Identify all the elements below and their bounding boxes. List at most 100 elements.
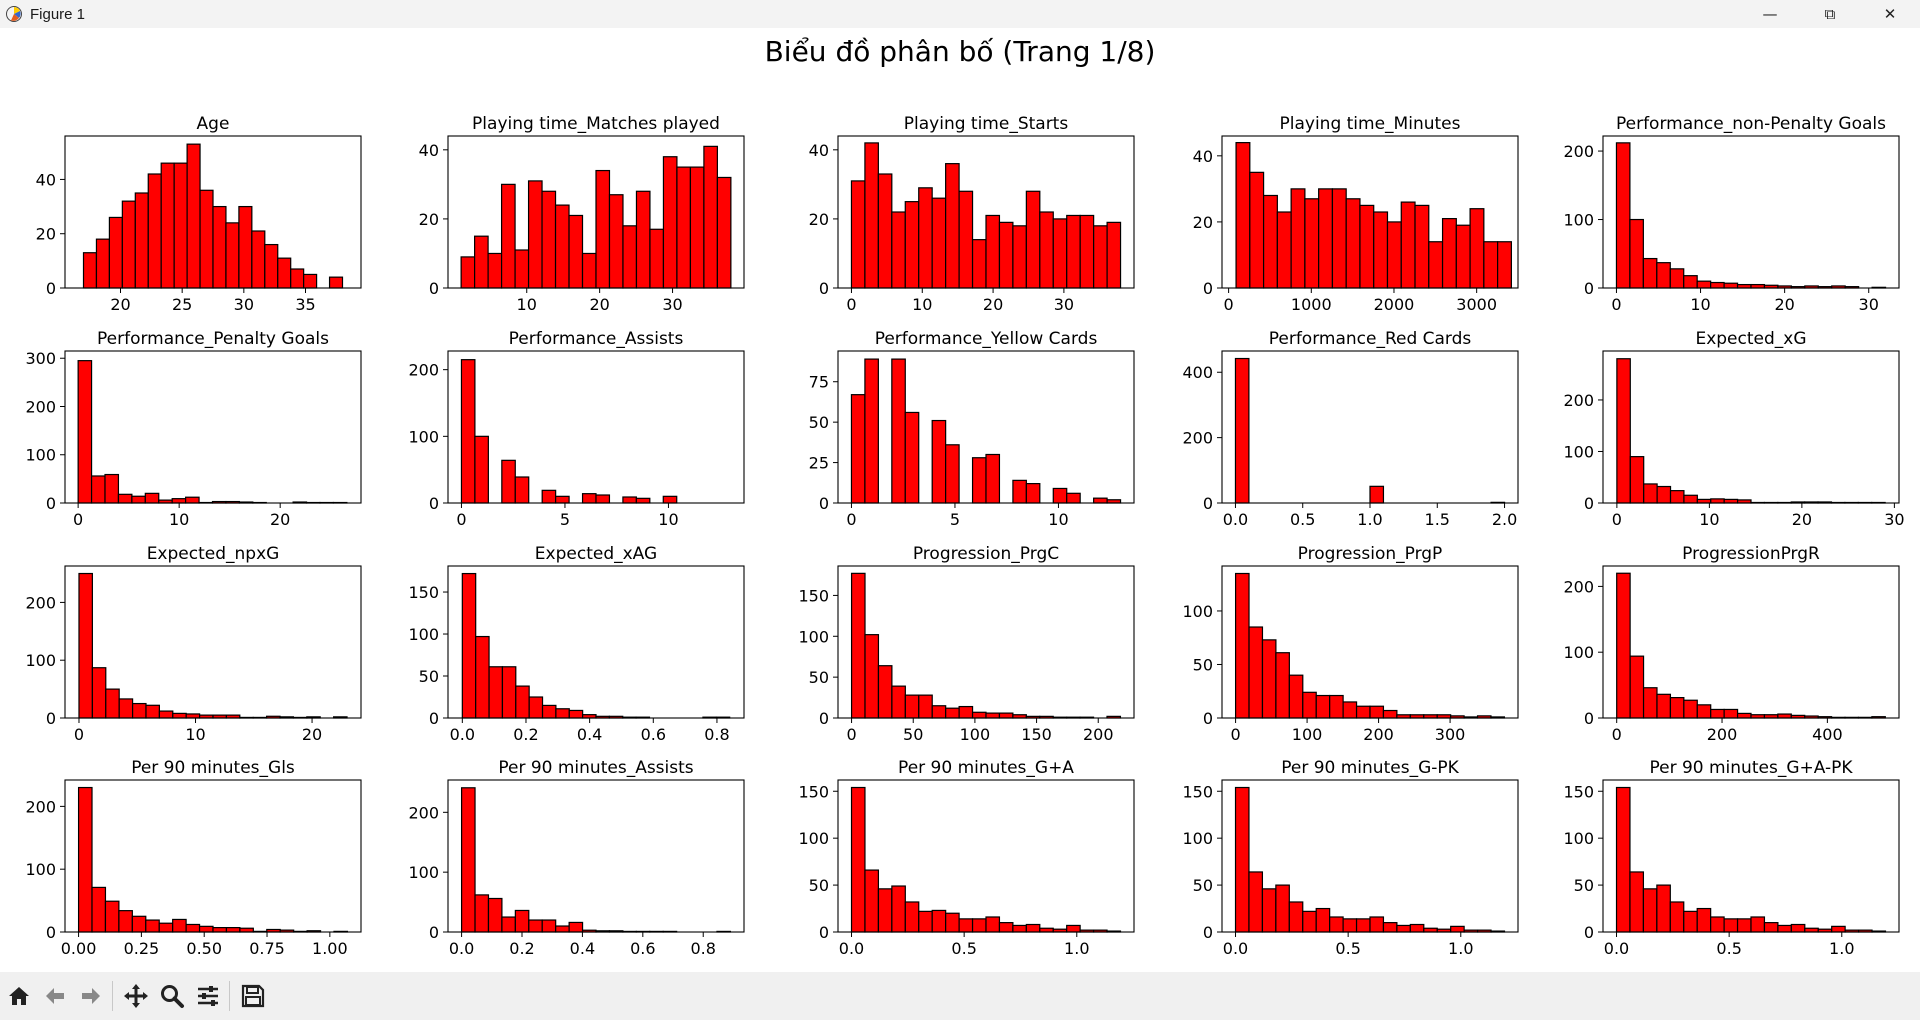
y-tick-label: 40 xyxy=(419,141,439,160)
x-tick-label: 20 xyxy=(589,295,609,314)
subplot-title: Per 90 minutes_G-PK xyxy=(1281,758,1459,778)
axes-frame xyxy=(447,779,745,933)
histogram-bar xyxy=(1025,482,1041,504)
histogram-bar xyxy=(904,694,920,719)
histogram-bar xyxy=(635,497,651,504)
histogram-bar xyxy=(1052,487,1068,504)
x-tick-label: 0.0 xyxy=(1223,510,1248,529)
figure-suptitle: Biểu đồ phân bố (Trang 1/8) xyxy=(765,35,1156,68)
histogram-bar xyxy=(1052,218,1068,289)
x-tick-label: 10 xyxy=(185,725,205,744)
histogram-bar xyxy=(1342,701,1358,719)
home-icon xyxy=(9,987,29,1005)
forward-button[interactable] xyxy=(74,979,108,1013)
subplot-title: Expected_npxG xyxy=(147,544,280,564)
histogram-bar xyxy=(555,495,570,504)
close-button[interactable]: ✕ xyxy=(1883,5,1897,23)
x-tick-label: 30 xyxy=(234,295,254,314)
axes-frame xyxy=(1221,135,1519,289)
histogram-bar xyxy=(1039,211,1054,289)
home-button[interactable] xyxy=(2,979,36,1013)
axes-frame xyxy=(1221,779,1519,933)
histogram-bar xyxy=(662,156,678,289)
maximize-button[interactable]: ⧉ xyxy=(1824,5,1836,23)
histogram-bar xyxy=(1629,456,1645,504)
histogram-bar xyxy=(1723,708,1739,719)
histogram-bar xyxy=(225,222,240,289)
x-tick-label: 30 xyxy=(1884,510,1904,529)
histogram-bar xyxy=(541,190,557,289)
y-tick-label: 0 xyxy=(429,279,439,298)
histogram-bar xyxy=(1288,674,1304,719)
minimize-button[interactable]: — xyxy=(1762,5,1778,23)
histogram-bar xyxy=(212,927,228,933)
histogram-bar xyxy=(1382,922,1398,933)
histogram-bar xyxy=(1669,268,1685,289)
histogram-bar xyxy=(134,192,149,289)
histogram-bar xyxy=(501,666,517,719)
x-tick-label: 0 xyxy=(1230,725,1240,744)
configure-subplots-button[interactable] xyxy=(191,979,225,1013)
histogram-bar xyxy=(998,922,1014,933)
x-tick-label: 1.0 xyxy=(1448,939,1473,958)
histogram-bar xyxy=(105,688,120,719)
y-tick-label: 150 xyxy=(798,586,829,605)
save-button[interactable] xyxy=(236,979,270,1013)
pan-button[interactable] xyxy=(119,979,153,1013)
histogram-bar xyxy=(500,183,516,289)
x-tick-label: 0 xyxy=(846,510,856,529)
histogram-bar xyxy=(945,163,960,289)
histogram-bar xyxy=(1369,485,1385,504)
x-tick-label: 0.00 xyxy=(61,939,97,958)
figure-canvas: Biểu đồ phân bố (Trang 1/8) Age 20 25 30 35 0 2… xyxy=(0,28,1920,972)
axes-frame xyxy=(1602,135,1900,289)
x-tick-label: 200 xyxy=(1083,725,1114,744)
histogram-bar xyxy=(474,894,490,933)
y-tick-label: 0 xyxy=(429,709,439,728)
subplot-title: Playing time_Starts xyxy=(904,114,1069,134)
x-tick-label: 400 xyxy=(1812,725,1843,744)
histogram-bar xyxy=(145,919,160,933)
axes-frame xyxy=(1221,350,1519,504)
y-tick-label: 0 xyxy=(46,279,56,298)
axes-frame xyxy=(64,135,362,289)
histogram-bar xyxy=(1642,687,1658,719)
histogram-bar xyxy=(850,572,866,719)
subplot-title: Progression_PrgP xyxy=(1298,544,1443,564)
histogram-bar xyxy=(1643,483,1658,504)
pan-icon xyxy=(124,984,148,1008)
x-tick-label: 1.0 xyxy=(1357,510,1382,529)
histogram-bar xyxy=(1079,214,1095,289)
histogram-bar xyxy=(160,162,175,289)
x-tick-label: 5 xyxy=(560,510,570,529)
zoom-button[interactable] xyxy=(155,979,189,1013)
y-tick-label: 100 xyxy=(1182,602,1213,621)
histogram-bar xyxy=(528,696,544,719)
histogram-bar xyxy=(1616,358,1631,504)
histogram-bar xyxy=(1710,916,1725,933)
histogram-bar xyxy=(118,910,133,933)
subplot-title: ProgressionPrgR xyxy=(1682,544,1820,564)
subplot-title: Per 90 minutes_G+A-PK xyxy=(1649,758,1853,778)
histogram-bar xyxy=(1450,925,1465,933)
histogram-bar xyxy=(1106,221,1122,289)
navigation-toolbar xyxy=(0,972,1920,1020)
histogram-bar xyxy=(487,897,503,933)
histogram-bar xyxy=(595,494,611,504)
histogram-bar xyxy=(488,666,504,719)
back-button[interactable] xyxy=(38,979,72,1013)
x-tick-label: 0.5 xyxy=(1716,939,1741,958)
histogram-bar xyxy=(985,916,1001,933)
histogram-bar xyxy=(554,204,570,289)
x-tick-label: 0.5 xyxy=(951,939,976,958)
x-tick-label: 10 xyxy=(1048,510,1068,529)
y-tick-label: 0 xyxy=(429,494,439,513)
histogram-bar xyxy=(877,173,893,289)
histogram-bar xyxy=(172,712,187,719)
x-tick-label: 30 xyxy=(1054,295,1074,314)
histogram-bar xyxy=(1642,888,1658,933)
y-tick-label: 100 xyxy=(1563,643,1594,662)
histogram-bar xyxy=(1261,639,1277,719)
histogram-bar xyxy=(514,476,530,504)
histogram-bar xyxy=(1066,492,1081,504)
